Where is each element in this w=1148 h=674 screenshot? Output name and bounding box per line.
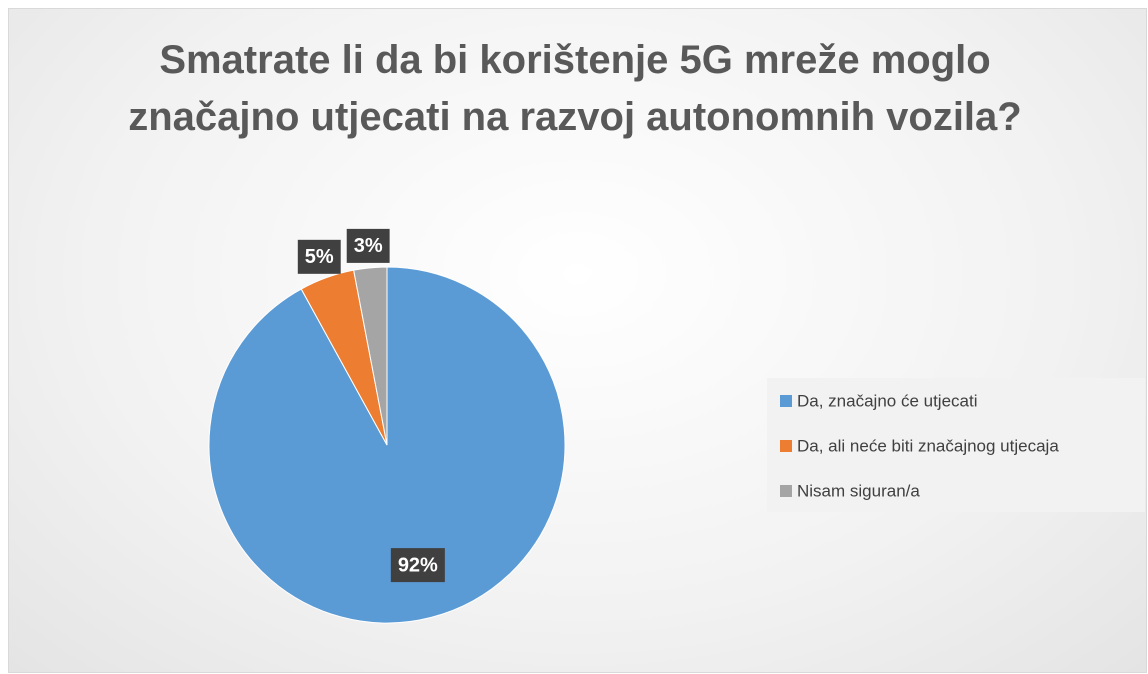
legend-label: Nisam siguran/a [797,481,920,500]
legend-label: Da, ali neće biti značajnog utjecaja [797,436,1059,455]
data-label: 5% [305,246,334,268]
pie-slice [353,266,388,446]
data-label: 3% [354,235,383,257]
legend-swatch [780,485,792,497]
legend-box [767,378,1145,512]
legend-label: Da, značajno će utjecati [797,391,978,410]
legend-swatch [780,440,792,452]
legend-swatch [780,395,792,407]
data-label-box [297,239,341,274]
chart-area [8,8,1147,673]
data-label: 92% [398,554,438,576]
pie-slice [208,266,566,624]
data-label-box [390,548,445,583]
chart-title: Smatrate li da bi korištenje 5G mreže mo… [128,38,1022,139]
data-label-box [346,228,390,263]
